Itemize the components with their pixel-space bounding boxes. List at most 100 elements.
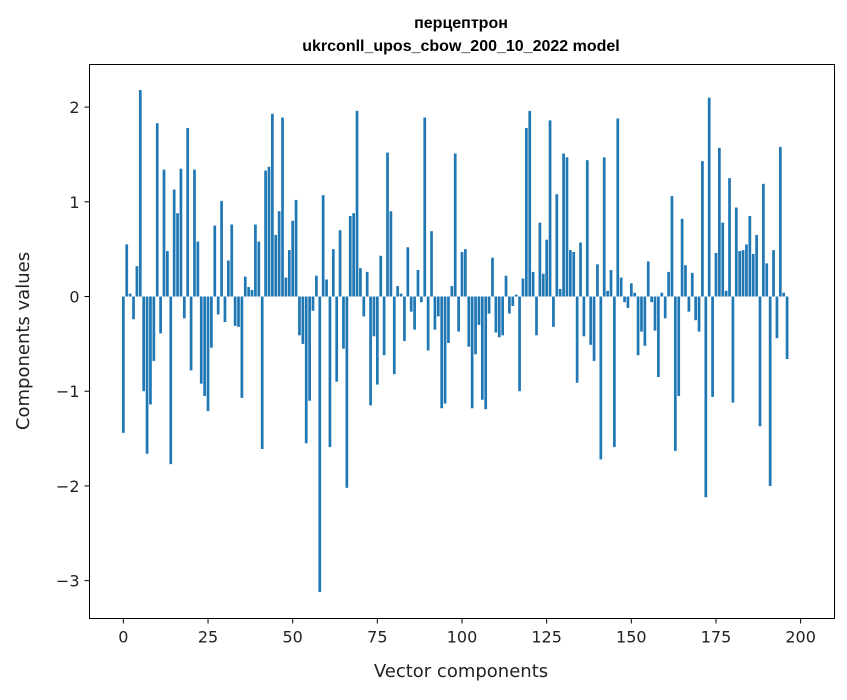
bar [673, 296, 677, 451]
x-tick-label: 200 [785, 628, 816, 647]
bar [555, 194, 559, 297]
x-tick-label: 50 [283, 628, 303, 647]
bar [304, 296, 308, 444]
bar [149, 296, 152, 405]
bar [535, 296, 538, 336]
bar [772, 250, 775, 297]
bar [748, 216, 752, 297]
bar [785, 296, 789, 360]
bar [487, 296, 491, 314]
bar [460, 252, 464, 297]
bar [629, 283, 633, 297]
bar [433, 296, 437, 330]
bar [308, 296, 311, 401]
bar [406, 247, 410, 297]
bar [768, 296, 772, 486]
bar [701, 161, 704, 297]
bar [653, 296, 657, 331]
bar [714, 252, 718, 297]
bar [166, 251, 169, 297]
bar [453, 153, 457, 297]
x-tick-label: 75 [367, 628, 387, 647]
bar [186, 127, 190, 297]
bar [508, 296, 511, 314]
y-tick-label: −3 [56, 572, 80, 591]
bar [267, 166, 271, 297]
bar [338, 230, 342, 297]
bar [718, 147, 721, 297]
bar [287, 250, 291, 297]
x-tick-label: 150 [616, 628, 647, 647]
x-tick-label: 175 [701, 628, 732, 647]
bar [260, 296, 264, 449]
bar [609, 270, 613, 297]
bar [359, 268, 362, 297]
bar [321, 195, 325, 297]
bar [413, 296, 416, 330]
bar [223, 296, 227, 323]
bar [511, 296, 515, 306]
bar [694, 296, 698, 321]
bar [585, 160, 589, 297]
bar [582, 296, 586, 337]
y-axis-ticks: −3 −2 −1 0 1 2 [56, 98, 90, 591]
bar [277, 211, 281, 297]
bar [545, 239, 549, 297]
bar [213, 225, 217, 297]
bar [409, 296, 413, 312]
bar [528, 110, 532, 297]
bar [155, 123, 159, 297]
bar [264, 170, 267, 297]
bar [254, 224, 257, 297]
bar [216, 296, 220, 315]
bar [562, 153, 565, 297]
bar [457, 296, 460, 332]
bar [159, 296, 162, 334]
bar [579, 242, 582, 297]
y-tick-label: −1 [56, 382, 80, 401]
bar [379, 255, 383, 297]
bar [501, 296, 504, 336]
bar [392, 296, 396, 375]
bar [650, 296, 653, 303]
bar [592, 296, 596, 361]
bar [176, 213, 179, 297]
bar [751, 253, 755, 297]
plot-frame [89, 64, 835, 619]
bar [271, 113, 274, 297]
bar [226, 260, 230, 297]
bar [172, 189, 176, 297]
bar [619, 277, 623, 297]
bar [474, 296, 477, 355]
bar [575, 296, 579, 383]
bar [497, 296, 501, 338]
bar [602, 157, 606, 297]
bar [684, 265, 687, 297]
bar [403, 296, 406, 342]
bar [233, 296, 237, 326]
bar [430, 231, 433, 297]
bar [335, 296, 339, 382]
bar [331, 249, 335, 297]
bar [558, 288, 562, 297]
chart-subtitle: ukrconll_upos_cbow_200_10_2022 model [302, 38, 619, 55]
bar [480, 296, 484, 400]
bar [182, 296, 186, 319]
bar [721, 222, 725, 297]
bar [281, 117, 284, 297]
bar [294, 199, 298, 297]
bar [616, 118, 620, 297]
bar [626, 296, 630, 308]
bar [646, 261, 650, 297]
bar [348, 216, 352, 297]
bar [193, 169, 196, 297]
bar [386, 152, 389, 297]
bar [548, 120, 552, 297]
bar [135, 266, 139, 297]
bar [589, 296, 593, 345]
bar [382, 296, 386, 356]
bar [328, 296, 332, 448]
y-tick-label: −2 [56, 477, 80, 496]
bar [237, 296, 240, 327]
bar [315, 275, 318, 297]
